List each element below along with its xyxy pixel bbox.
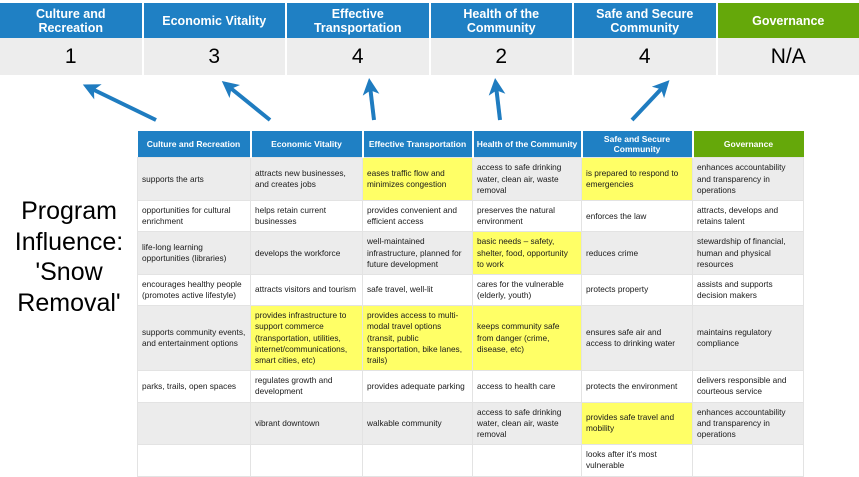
matrix-cell: supports community events, and entertain… bbox=[138, 306, 251, 371]
matrix-cell: vibrant downtown bbox=[251, 402, 363, 445]
arrow-safe-and-secure-community-icon bbox=[632, 86, 664, 120]
matrix-column-header: Health of the Community bbox=[473, 131, 582, 158]
score-column-value: 2 bbox=[431, 38, 573, 75]
matrix-cell: well-maintained infrastructure, planned … bbox=[363, 232, 473, 275]
program-influence-caption: Program Influence: 'Snow Removal' bbox=[6, 196, 132, 318]
matrix-cell: attracts, develops and retains talent bbox=[693, 200, 804, 231]
matrix-cell-highlighted: is prepared to respond to emergencies bbox=[582, 158, 693, 201]
matrix-cell: enhances accountability and transparency… bbox=[693, 158, 804, 201]
matrix-cell bbox=[693, 445, 804, 476]
score-column-value: 3 bbox=[144, 38, 286, 75]
matrix-cell: provides adequate parking bbox=[363, 371, 473, 402]
matrix-cell-highlighted: cares for the vulnerable (elderly, youth… bbox=[473, 274, 582, 305]
score-column-value: 4 bbox=[574, 38, 716, 75]
score-column-header: Effective Transportation bbox=[287, 3, 429, 38]
score-column-value: N/A bbox=[718, 38, 859, 75]
table-row: supports community events, and entertain… bbox=[138, 306, 804, 371]
matrix-cell: ensures safe air and access to drinking … bbox=[582, 306, 693, 371]
matrix-cell bbox=[138, 402, 251, 445]
score-column-header: Safe and Secure Community bbox=[574, 3, 716, 38]
matrix-column-header: Safe and Secure Community bbox=[582, 131, 693, 158]
matrix-cell-highlighted: helps retain current businesses bbox=[251, 200, 363, 231]
matrix-cell: encourages healthy people (promotes acti… bbox=[138, 274, 251, 305]
matrix-cell: access to safe drinking water, clean air… bbox=[473, 402, 582, 445]
matrix-column-header: Culture and Recreation bbox=[138, 131, 251, 158]
matrix-column-header: Economic Vitality bbox=[251, 131, 363, 158]
score-column-value: 4 bbox=[287, 38, 429, 75]
matrix-cell bbox=[363, 445, 473, 476]
matrix-cell-highlighted: basic needs – safety, shelter, food, opp… bbox=[473, 232, 582, 275]
matrix-cell: access to safe drinking water, clean air… bbox=[473, 158, 582, 201]
matrix-cell: enhances accountability and transparency… bbox=[693, 402, 804, 445]
matrix-cell: delivers responsible and courteous servi… bbox=[693, 371, 804, 402]
matrix-cell-highlighted: provides safe travel and mobility bbox=[582, 402, 693, 445]
matrix-cell-highlighted: looks after it's most vulnerable bbox=[582, 445, 693, 476]
matrix-cell: access to health care bbox=[473, 371, 582, 402]
score-column-header: Culture and Recreation bbox=[0, 3, 142, 38]
matrix-cell: maintains regulatory compliance bbox=[693, 306, 804, 371]
matrix-cell-highlighted: provides infrastructure to support comme… bbox=[251, 306, 363, 371]
matrix-cell bbox=[251, 445, 363, 476]
matrix-cell: stewardship of financial, human and phys… bbox=[693, 232, 804, 275]
arrows-svg bbox=[0, 76, 859, 132]
table-row: encourages healthy people (promotes acti… bbox=[138, 274, 804, 305]
table-row: looks after it's most vulnerable bbox=[138, 445, 804, 476]
matrix-cell-highlighted: parks, trails, open spaces bbox=[138, 371, 251, 402]
arrow-economic-vitality-icon bbox=[228, 86, 270, 120]
matrix-cell: preserves the natural environment bbox=[473, 200, 582, 231]
matrix-cell: develops the workforce bbox=[251, 232, 363, 275]
arrow-layer bbox=[0, 76, 859, 132]
matrix-cell-highlighted: protects property bbox=[582, 274, 693, 305]
matrix-cell: attracts visitors and tourism bbox=[251, 274, 363, 305]
matrix-cell: life-long learning opportunities (librar… bbox=[138, 232, 251, 275]
matrix-cell-highlighted: eases traffic flow and minimizes congest… bbox=[363, 158, 473, 201]
matrix-cell-highlighted: safe travel, well-lit bbox=[363, 274, 473, 305]
score-column-header: Governance bbox=[718, 3, 859, 38]
arrow-effective-transportation-icon bbox=[370, 86, 374, 120]
matrix-cell: opportunities for cultural enrichment bbox=[138, 200, 251, 231]
matrix-cell: reduces crime bbox=[582, 232, 693, 275]
score-column-header: Health of the Community bbox=[431, 3, 573, 38]
arrow-health-of-the-community-icon bbox=[496, 86, 500, 120]
matrix-cell-highlighted: provides convenient and efficient access bbox=[363, 200, 473, 231]
matrix-cell-highlighted: keeps community safe from danger (crime,… bbox=[473, 306, 582, 371]
score-column-header: Economic Vitality bbox=[144, 3, 286, 38]
matrix-cell-highlighted: provides access to multi-modal travel op… bbox=[363, 306, 473, 371]
matrix-column-header: Governance bbox=[693, 131, 804, 158]
matrix-cell bbox=[473, 445, 582, 476]
matrix-cell: walkable community bbox=[363, 402, 473, 445]
matrix-cell: supports the arts bbox=[138, 158, 251, 201]
arrow-culture-and-recreation-icon bbox=[90, 88, 156, 120]
matrix-column-header: Effective Transportation bbox=[363, 131, 473, 158]
score-column-value: 1 bbox=[0, 38, 142, 75]
matrix-cell: enforces the law bbox=[582, 200, 693, 231]
matrix-cell: regulates growth and development bbox=[251, 371, 363, 402]
matrix-cell bbox=[138, 445, 251, 476]
matrix-cell: assists and supports decision makers bbox=[693, 274, 804, 305]
table-row: life-long learning opportunities (librar… bbox=[138, 232, 804, 275]
matrix-cell: attracts new businesses, and creates job… bbox=[251, 158, 363, 201]
matrix-cell: protects the environment bbox=[582, 371, 693, 402]
